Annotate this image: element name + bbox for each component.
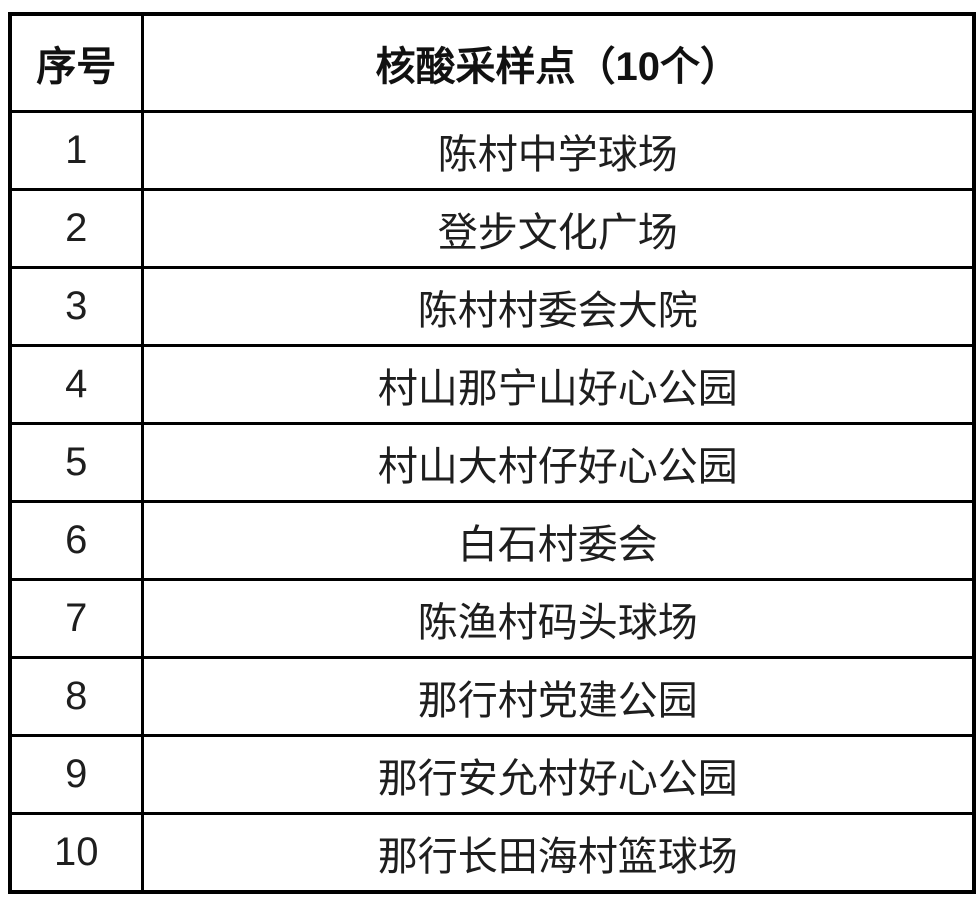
sampling-point-cell: 陈村村委会大院 [140,266,976,347]
table-header-row: 序号 核酸采样点（10个） [8,12,976,113]
sampling-point-cell: 那行村党建公园 [140,656,976,737]
serial-number-cell: 10 [8,812,144,894]
sampling-point-cell: 白石村委会 [140,500,976,581]
sampling-point-cell: 村山那宁山好心公园 [140,344,976,425]
sampling-point-cell: 陈渔村码头球场 [140,578,976,659]
serial-number-cell: 8 [8,656,144,737]
sampling-point-cell: 村山大村仔好心公园 [140,422,976,503]
table-row: 9 那行安允村好心公园 [8,734,976,815]
sampling-point-cell: 那行长田海村篮球场 [140,812,976,894]
column-header-sampling-point: 核酸采样点（10个） [140,12,976,113]
serial-number-cell: 9 [8,734,144,815]
sampling-point-cell: 陈村中学球场 [140,110,976,191]
table-row: 1 陈村中学球场 [8,110,976,191]
serial-number-cell: 2 [8,188,144,269]
nucleic-acid-sampling-points-table: 序号 核酸采样点（10个） 1 陈村中学球场 2 登步文化广场 3 陈村村委会大… [8,12,976,894]
sampling-point-cell: 那行安允村好心公园 [140,734,976,815]
table-row: 4 村山那宁山好心公园 [8,344,976,425]
table-row: 7 陈渔村码头球场 [8,578,976,659]
table-row: 10 那行长田海村篮球场 [8,812,976,894]
table-row: 3 陈村村委会大院 [8,266,976,347]
table-row: 5 村山大村仔好心公园 [8,422,976,503]
table-row: 6 白石村委会 [8,500,976,581]
table-row: 8 那行村党建公园 [8,656,976,737]
serial-number-cell: 6 [8,500,144,581]
serial-number-cell: 7 [8,578,144,659]
serial-number-cell: 4 [8,344,144,425]
table-row: 2 登步文化广场 [8,188,976,269]
serial-number-cell: 1 [8,110,144,191]
sampling-point-cell: 登步文化广场 [140,188,976,269]
column-header-serial-number: 序号 [8,12,144,113]
serial-number-cell: 5 [8,422,144,503]
serial-number-cell: 3 [8,266,144,347]
